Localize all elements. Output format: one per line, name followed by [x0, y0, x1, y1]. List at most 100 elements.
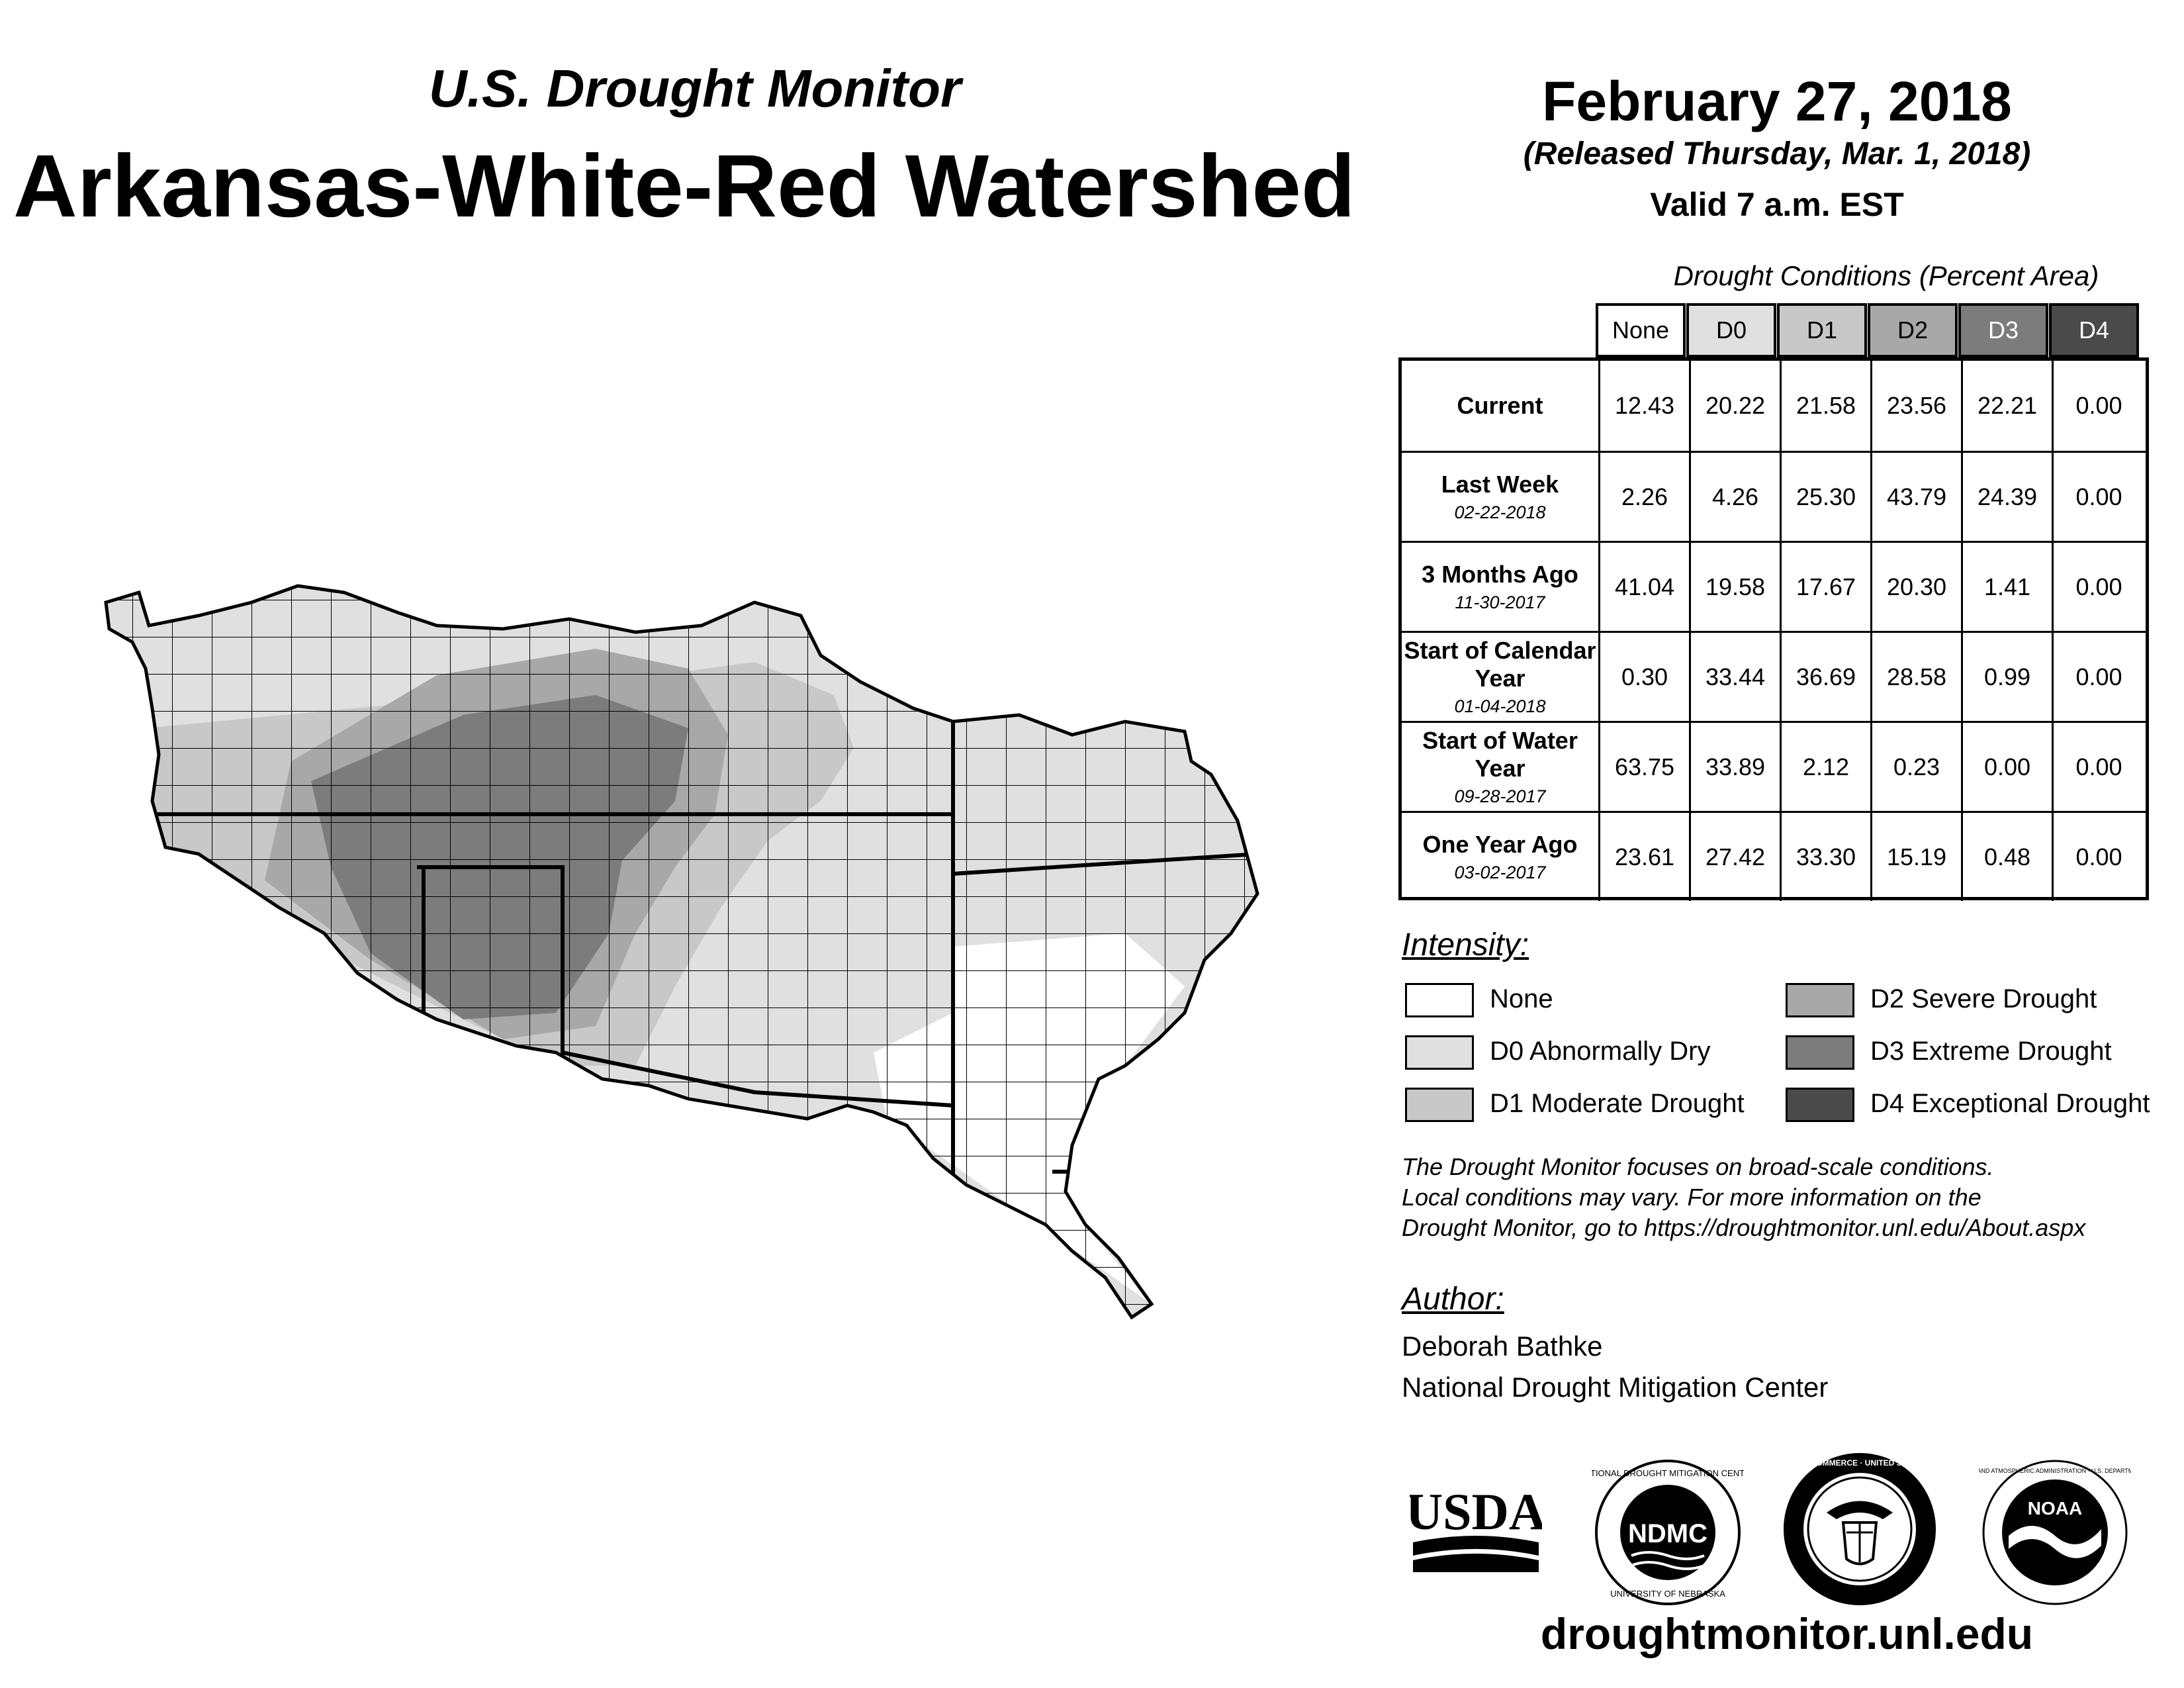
table-cell: 43.79: [1872, 453, 1963, 541]
legend-swatch: [1405, 1035, 1474, 1070]
legend-label: D2 Severe Drought: [1870, 984, 2097, 1013]
table-cell: 4.26: [1691, 453, 1782, 541]
table-cell: 0.00: [2075, 392, 2122, 419]
table-cell: 20.22: [1691, 361, 1782, 451]
table-cell: 0.30: [1600, 633, 1691, 721]
table-cell: 12.43: [1600, 361, 1691, 451]
table-row: Last Week 02-22-2018 2.26 4.26 25.30 43.79 24.…: [1402, 451, 2146, 541]
drought-zones: [106, 586, 1257, 1317]
table-cell: 22.21: [1963, 361, 2054, 451]
legend-swatch: [1405, 1088, 1474, 1122]
table-cell: 0.00: [2075, 753, 2122, 780]
table-row: Current 12.43 20.22 21.58 23.56 22.21 0.00: [1402, 361, 2146, 451]
noaa-ring-text: NATIONAL OCEANIC AND ATMOSPHERIC ADMINIS…: [1979, 1468, 2131, 1474]
drought-conditions-table: Current 12.43 20.22 21.58 23.56 22.21 0.00 Last…: [1398, 357, 2149, 901]
row-label-text: Last Week: [1441, 471, 1559, 498]
author-organization: National Drought Mitigation Center: [1402, 1372, 1829, 1403]
row-date: 03-02-2017: [1454, 863, 1546, 882]
row-date: 01-04-2018: [1454, 696, 1546, 716]
author-name: Deborah Bathke: [1402, 1331, 1603, 1362]
column-header-none: None: [1596, 303, 1686, 357]
table-cell: 15.19: [1872, 813, 1963, 901]
noaa-text: NOAA: [2028, 1498, 2082, 1519]
website-url[interactable]: droughtmonitor.unl.edu: [1540, 1609, 2034, 1658]
usda-text: USDA: [1410, 1483, 1542, 1540]
table-cell: 20.30: [1872, 543, 1963, 631]
legend-label: D1 Moderate Drought: [1490, 1089, 1745, 1118]
noaa-logo: NOAA NATIONAL OCEANIC AND ATMOSPHERIC AD…: [1979, 1460, 2131, 1605]
table-cell: 0.99: [1963, 633, 2054, 721]
row-date: 11-30-2017: [1455, 592, 1545, 612]
ndmc-ring-bottom: UNIVERSITY OF NEBRASKA: [1610, 1589, 1725, 1599]
table-cell: 17.67: [1782, 543, 1872, 631]
table-caption: Drought Conditions (Percent Area): [1673, 260, 2099, 291]
column-header-d2: D2: [1868, 303, 1958, 357]
legend-label: D3 Extreme Drought: [1870, 1037, 2112, 1066]
table-cell: 24.39: [1963, 453, 2054, 541]
legend-label: D0 Abnormally Dry: [1490, 1037, 1711, 1066]
legend-swatch: [1786, 1035, 1854, 1070]
table-cell: 27.42: [1691, 813, 1782, 901]
table-cell: 41.04: [1600, 543, 1691, 631]
note-line: Drought Monitor, go to https://droughtmo…: [1402, 1214, 2086, 1241]
column-header-d4: D4: [2049, 303, 2139, 357]
table-cell: 36.69: [1782, 633, 1872, 721]
table-cell: 33.44: [1691, 633, 1782, 721]
release-date: (Released Thursday, Mar. 1, 2018): [1523, 136, 2031, 171]
table-cell: 0.00: [2075, 663, 2122, 690]
table-cell: 0.00: [2075, 573, 2122, 600]
map-date: February 27, 2018: [1542, 70, 2012, 132]
table-cell: 23.61: [1600, 813, 1691, 901]
row-date: 09-28-2017: [1454, 786, 1546, 806]
ndmc-text: NDMC: [1628, 1519, 1707, 1548]
map-title: Arkansas-White-Red Watershed: [13, 137, 1355, 236]
valid-time: Valid 7 a.m. EST: [1650, 186, 1904, 223]
table-cell: 0.00: [1963, 723, 2054, 811]
map-subtitle: U.S. Drought Monitor: [428, 59, 962, 118]
column-header-d0: D0: [1686, 303, 1776, 357]
table-cell: 23.56: [1872, 361, 1963, 451]
column-header-d1: D1: [1777, 303, 1867, 357]
note-line: Local conditions may vary. For more info…: [1402, 1184, 1981, 1211]
table-cell: 2.12: [1782, 723, 1872, 811]
ndmc-ring-top: NATIONAL DROUGHT MITIGATION CENTER: [1592, 1468, 1744, 1478]
table-cell: 2.26: [1600, 453, 1691, 541]
author-heading: Author:: [1402, 1282, 1504, 1317]
table-cell: 28.58: [1872, 633, 1963, 721]
table-row: 3 Months Ago 11-30-2017 41.04 19.58 17.67 20.…: [1402, 541, 2146, 631]
legend-label: D4 Exceptional Drought: [1870, 1089, 2150, 1118]
table-cell: 0.23: [1872, 723, 1963, 811]
legend-swatch: [1786, 983, 1854, 1017]
table-row: Start of Water Year 09-28-2017 63.75 33.89 2…: [1402, 721, 2146, 811]
ndmc-logo: NDMC NATIONAL DROUGHT MITIGATION CENTER …: [1592, 1460, 1744, 1605]
row-label-text: Start of Water Year: [1422, 727, 1578, 782]
row-label-text: Start of Calendar Year: [1404, 637, 1596, 692]
table-cell: 21.58: [1782, 361, 1872, 451]
legend-swatch: [1786, 1088, 1854, 1122]
table-cell: 25.30: [1782, 453, 1872, 541]
table-cell: 0.00: [2075, 843, 2122, 870]
row-label-text: 3 Months Ago: [1422, 561, 1578, 588]
state-boundaries: [146, 722, 1257, 1225]
table-row: Start of Calendar Year 01-04-2018 0.30 33.4…: [1402, 631, 2146, 721]
row-label-text: One Year Ago: [1422, 831, 1578, 858]
table-cell: 33.30: [1782, 813, 1872, 901]
table-cell: 1.41: [1963, 543, 2054, 631]
row-label: Start of Calendar Year 01-04-2018: [1402, 633, 1600, 721]
table-row: One Year Ago 03-02-2017 23.61 27.42 33.30 15.…: [1402, 811, 2146, 901]
table-cell: 0.00: [2075, 483, 2122, 510]
table-cell: 33.89: [1691, 723, 1782, 811]
row-label: One Year Ago 03-02-2017: [1402, 813, 1600, 901]
disclaimer-note: The Drought Monitor focuses on broad-sca…: [1402, 1152, 2085, 1243]
note-line: The Drought Monitor focuses on broad-sca…: [1402, 1153, 1994, 1180]
legend-label: None: [1490, 984, 1553, 1013]
table-cell: 63.75: [1600, 723, 1691, 811]
legend-title: Intensity:: [1402, 927, 1529, 962]
watershed-outline: [104, 584, 1259, 1320]
row-label-text: Current: [1457, 392, 1543, 419]
watershed-map: [104, 584, 1259, 1320]
legend-swatch: [1405, 983, 1474, 1017]
row-label: Current: [1402, 361, 1600, 451]
row-label: 3 Months Ago 11-30-2017: [1402, 543, 1600, 631]
column-header-d3: D3: [1958, 303, 2048, 357]
